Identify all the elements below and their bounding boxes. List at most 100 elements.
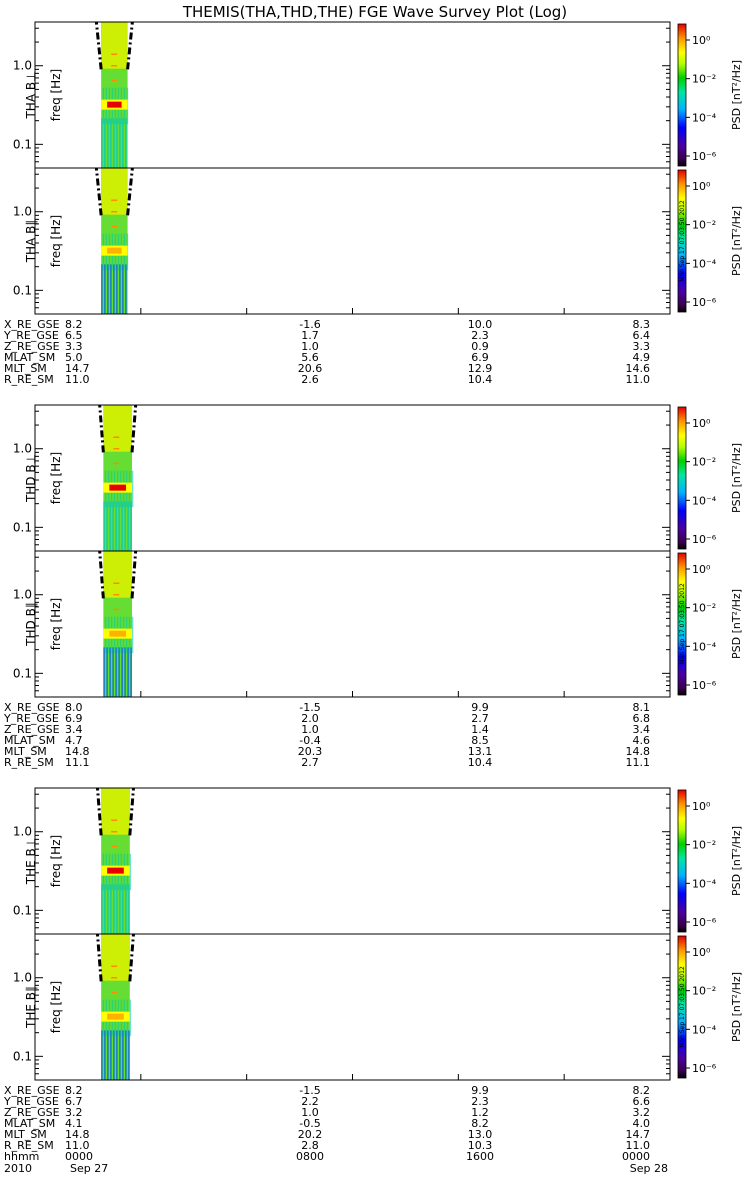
ephemeris-value: 8.1 <box>633 701 651 714</box>
year-label: 2010 <box>4 1162 32 1175</box>
colorbar-tick-label: 10⁻⁶ <box>692 296 717 309</box>
spectrogram-stripe <box>101 264 103 314</box>
y-tick-label: 1.0 <box>13 59 32 73</box>
gyrofrequency-curve-left <box>98 550 105 599</box>
spectrogram-stripe <box>104 118 106 168</box>
gyrofrequency-curve-left <box>94 21 103 70</box>
colorbar-tick-label: 10⁻² <box>692 219 716 232</box>
colorbar-scale <box>677 406 687 550</box>
colorbar-tick-label: 10⁰ <box>692 180 711 193</box>
spectrogram-panel: 1.0 0.1 THA B⊥ freq [Hz] 10⁰ 10⁻² 10⁻⁴ 10⁻⁶ PSD … <box>13 21 743 169</box>
colorbar-label: PSD [nT²/Hz] <box>730 589 743 659</box>
ephemeris-value: 2.0 <box>301 712 319 725</box>
spectrogram-stripe <box>109 501 111 551</box>
ephemeris-value: 0.9 <box>471 340 489 353</box>
spectrogram-stripe <box>127 647 129 697</box>
panel-label: THA B⊥ <box>24 71 38 119</box>
ephemeris-value: 3.3 <box>65 340 83 353</box>
ephemeris-value: 20.2 <box>298 1128 323 1141</box>
ephemeris-value: 6.5 <box>65 329 83 342</box>
ephemeris-value: 2.3 <box>471 329 489 342</box>
ephemeris-value: 5.0 <box>65 351 83 364</box>
ephemeris-value: 11.0 <box>626 1139 651 1152</box>
y-tick-label: 1.0 <box>13 825 32 839</box>
y-tick-label: 0.1 <box>13 137 32 151</box>
colorbar-scale <box>677 23 687 167</box>
ephemeris-value: -1.6 <box>299 318 320 331</box>
spectrogram-stripe <box>127 501 129 551</box>
gyrofrequency-curve-left <box>95 933 103 982</box>
colorbar-tick-label: 10⁻⁴ <box>692 257 717 270</box>
spectrogram-panel: 1.0 0.1 THE B⊥ freq [Hz] 10⁰ 10⁻² 10⁻⁴ 10⁻⁶ PSD … <box>13 787 743 935</box>
ephemeris-value: -1.5 <box>299 701 320 714</box>
spectrogram-stripe <box>112 501 114 551</box>
y-tick-label: 1.0 <box>13 205 32 219</box>
spectrogram-stripe <box>104 1030 106 1080</box>
y-tick-label: 0.1 <box>13 1049 32 1063</box>
colorbar-tick-label: 10⁻⁴ <box>692 640 717 653</box>
colorbar-label: PSD [nT²/Hz] <box>730 206 743 276</box>
ephemeris-row-name: MLAT_SM <box>4 1117 55 1130</box>
ephemeris-value: 2.7 <box>301 756 319 769</box>
spectrogram-stripe <box>107 1030 109 1080</box>
ephemeris-value: 8.5 <box>471 734 489 747</box>
colorbar-tick-label: 10⁻⁴ <box>692 494 717 507</box>
plot-title: THEMIS(THA,THD,THE) FGE Wave Survey Plot… <box>182 3 567 21</box>
spectrogram-hf-band <box>101 22 128 69</box>
ephemeris-value: 1.0 <box>301 340 319 353</box>
ephemeris-value: 10.4 <box>468 756 493 769</box>
ephemeris-value: -1.5 <box>299 1084 320 1097</box>
gyrofrequency-curve-right <box>126 21 134 70</box>
generation-stamp: Mon Sep 17 07:03:50 2012 <box>679 583 686 665</box>
spectrogram-stripe <box>113 118 115 168</box>
spectrogram-stripe <box>121 501 123 551</box>
time-tick-label: 0000 <box>622 1150 650 1163</box>
y-tick-label: 1.0 <box>13 588 32 602</box>
spectrogram-stripe <box>110 884 112 934</box>
peak-band <box>109 484 127 491</box>
ephemeris-value: 10.4 <box>468 373 493 386</box>
ephemeris-row-name: MLT_SM <box>4 362 47 375</box>
time-tick-label: 1600 <box>466 1150 494 1163</box>
gyrofrequency-curve-right <box>128 787 135 836</box>
spectrogram-stripe <box>121 647 123 697</box>
ephemeris-row-name: Y_RE_GSE <box>3 329 59 342</box>
ephemeris-value: 6.6 <box>633 1095 651 1108</box>
spectrogram-panel: 1.0 0.1 THE B∥ freq [Hz] 10⁰ 10⁻² 10⁻⁴ 10⁻⁶ PSD … <box>13 933 743 1081</box>
ephemeris-value: 14.6 <box>626 362 651 375</box>
spectrogram-panel: 1.0 0.1 THD B∥ freq [Hz] 10⁰ 10⁻² 10⁻⁴ 10⁻⁶ PSD … <box>13 550 743 698</box>
ephemeris-row-name: R_RE_SM <box>4 1139 54 1152</box>
ephemeris-value: 4.6 <box>633 734 651 747</box>
spectrogram-stripe <box>101 1030 103 1080</box>
spectrogram-stripe <box>110 264 112 314</box>
ephemeris-value: 14.7 <box>65 362 90 375</box>
ephemeris-value: 14.8 <box>65 745 90 758</box>
panel-ylabel: freq [Hz] <box>49 835 63 887</box>
gyrofrequency-curve-right <box>130 404 138 453</box>
spectrogram-stripe <box>116 264 118 314</box>
ephemeris-value: 5.6 <box>301 351 319 364</box>
spectrogram-stripe <box>107 118 109 168</box>
ephemeris-value: 3.2 <box>65 1106 83 1119</box>
ephemeris-row-name: Y_RE_GSE <box>3 712 59 725</box>
spectrogram-stripe <box>119 264 121 314</box>
ephemeris-value: 8.2 <box>633 1084 651 1097</box>
peak-band <box>107 247 122 254</box>
colorbar-tick-label: 10⁻⁶ <box>692 916 717 929</box>
spectrogram-stripe <box>103 501 105 551</box>
ephemeris-row-name: MLAT_SM <box>4 351 55 364</box>
spectrogram-stripe <box>125 884 127 934</box>
generation-stamp: Mon Sep 17 07:03:50 2012 <box>679 966 686 1048</box>
spectrogram-hf-band <box>103 551 133 598</box>
colorbar-scale <box>677 789 687 933</box>
panel-ylabel: freq [Hz] <box>49 69 63 121</box>
probe-group-thd: 1.0 0.1 THD B⊥ freq [Hz] 10⁰ 10⁻² 10⁻⁴ 10⁻⁶ PSD … <box>3 404 743 769</box>
ephemeris-value: -0.4 <box>299 734 320 747</box>
colorbar-scale <box>677 935 687 1079</box>
peak-band <box>107 101 122 108</box>
ephemeris-value: 4.0 <box>633 1117 651 1130</box>
spectrogram-stripe <box>104 884 106 934</box>
ephemeris-value: 8.2 <box>65 1084 83 1097</box>
spectrogram-stripe <box>112 647 114 697</box>
